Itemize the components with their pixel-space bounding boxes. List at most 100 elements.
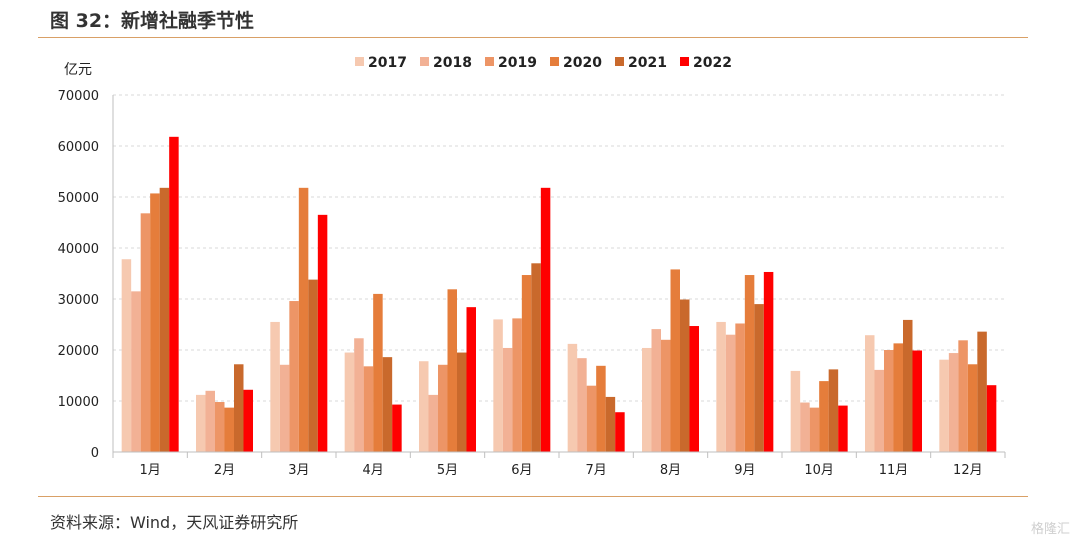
figure-title: 图 32：新增社融季节性 xyxy=(50,10,255,32)
legend-swatch xyxy=(355,57,364,66)
bar xyxy=(754,304,764,452)
bar xyxy=(159,187,170,452)
bar xyxy=(419,361,429,452)
bar xyxy=(447,289,457,452)
bar xyxy=(577,358,587,452)
bar xyxy=(438,364,448,452)
bar xyxy=(234,364,244,452)
bar xyxy=(466,307,476,452)
bar xyxy=(586,385,597,452)
bar xyxy=(884,350,894,452)
x-tick-label: 6月 xyxy=(511,463,532,478)
legend-label: 2018 xyxy=(433,55,472,71)
bar xyxy=(289,301,299,452)
bar xyxy=(344,352,355,452)
bar xyxy=(196,394,206,452)
axes: 0 10000 20000 30000 40000 50000 60000 70000 1月 2月… xyxy=(58,89,1006,478)
bar xyxy=(986,385,997,452)
bar xyxy=(967,364,978,452)
bar xyxy=(131,291,141,452)
bar xyxy=(567,343,578,452)
bar xyxy=(763,271,774,452)
y-tick-label: 0 xyxy=(91,446,99,461)
gridlines xyxy=(113,94,1005,402)
bar xyxy=(502,347,513,452)
bar xyxy=(279,364,290,452)
legend-swatch xyxy=(615,57,624,66)
bar xyxy=(800,402,810,452)
y-tick-label: 30000 xyxy=(58,293,99,308)
x-tick-label: 11月 xyxy=(879,463,909,478)
bar xyxy=(790,370,801,452)
bottom-rule xyxy=(38,496,1028,497)
bar xyxy=(838,405,848,452)
x-tick-label: 5月 xyxy=(437,463,458,478)
x-tick-label: 12月 xyxy=(953,463,983,478)
bar xyxy=(828,369,839,452)
bar xyxy=(373,293,383,452)
bar xyxy=(744,275,755,452)
bar xyxy=(512,318,522,452)
bar xyxy=(939,359,949,452)
bar xyxy=(661,339,671,452)
x-tick-label: 7月 xyxy=(586,463,607,478)
legend-label: 2022 xyxy=(693,55,732,71)
watermark-logo: 格隆汇 xyxy=(1030,522,1070,537)
legend-label: 2019 xyxy=(498,55,537,71)
legend-label: 2021 xyxy=(628,55,667,71)
bar xyxy=(215,402,225,452)
legend-swatch xyxy=(420,57,429,66)
bar xyxy=(689,326,699,452)
bar xyxy=(392,404,402,452)
bar xyxy=(243,389,253,452)
bar xyxy=(150,193,160,452)
legend-label: 2020 xyxy=(563,55,602,71)
x-tick-label: 3月 xyxy=(288,463,309,478)
bar xyxy=(140,213,151,452)
source-note: 资料来源：Wind，天风证券研究所 xyxy=(50,513,299,532)
bar xyxy=(642,347,652,452)
y-tick-label: 20000 xyxy=(58,344,99,359)
bar xyxy=(317,214,328,452)
y-tick-label: 10000 xyxy=(58,395,99,410)
x-tick-label: 9月 xyxy=(734,463,755,478)
bar xyxy=(428,394,438,452)
bar xyxy=(893,343,903,452)
x-tick-label: 1月 xyxy=(140,463,161,478)
bar xyxy=(977,331,987,452)
bar xyxy=(493,319,503,452)
bar xyxy=(521,275,532,452)
legend-swatch xyxy=(485,57,494,66)
y-tick-label: 60000 xyxy=(58,140,99,155)
bar xyxy=(903,319,913,452)
bar xyxy=(596,365,606,452)
bar xyxy=(457,352,467,452)
bar xyxy=(354,338,364,452)
legend-swatch xyxy=(550,57,559,66)
bar xyxy=(670,269,680,452)
bar-chart: 0 10000 20000 30000 40000 50000 60000 70000 1月 2月… xyxy=(58,55,1006,478)
bar xyxy=(270,321,280,452)
bar xyxy=(169,136,179,452)
bar xyxy=(912,350,922,452)
bar xyxy=(651,329,661,452)
bar xyxy=(735,323,745,452)
y-tick-label: 40000 xyxy=(58,242,99,257)
x-tick-label: 10月 xyxy=(804,463,834,478)
y-axis-unit-label: 亿元 xyxy=(64,62,92,78)
x-tick-label: 2月 xyxy=(214,463,235,478)
bar xyxy=(958,340,968,452)
top-rule xyxy=(38,37,1028,38)
bar xyxy=(605,396,616,452)
bar xyxy=(725,334,736,452)
bar xyxy=(680,299,690,452)
legend-swatch xyxy=(680,57,689,66)
bar xyxy=(809,407,820,452)
legend-label: 2017 xyxy=(368,55,407,71)
bar xyxy=(298,187,309,452)
y-tick-label: 70000 xyxy=(58,89,99,104)
bar xyxy=(615,412,625,452)
bar xyxy=(121,259,132,452)
bar xyxy=(540,187,551,452)
bar xyxy=(819,381,829,452)
